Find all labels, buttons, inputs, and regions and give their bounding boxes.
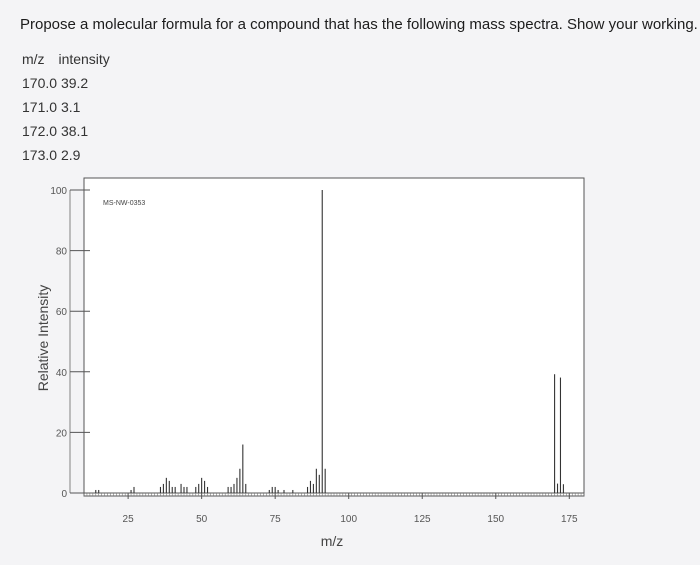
x-tick-label: 125 [414, 514, 431, 525]
table-row: 172.0 38.1 [22, 120, 110, 144]
x-tick-label: 25 [123, 514, 135, 525]
cell-intensity: 38.1 [60, 123, 89, 139]
table-row: 173.0 2.9 [22, 144, 110, 168]
table-header: m/z intensity [22, 48, 110, 72]
y-tick-label: 0 [61, 489, 67, 500]
cell-mz: 172.0 [22, 123, 58, 139]
x-baseline [83, 492, 585, 496]
spectrum-peaks [95, 190, 564, 493]
plot-frame [83, 177, 585, 497]
cell-mz: 171.0 [22, 99, 58, 115]
x-tick-label: 75 [270, 514, 282, 525]
intensity-table: m/z intensity 170.0 39.2 171.0 3.1 172.0… [22, 48, 110, 168]
cell-mz: 173.0 [22, 147, 58, 163]
cell-intensity: 2.9 [60, 147, 81, 163]
y-tick-label: 80 [56, 247, 68, 258]
x-tick-label: 175 [561, 514, 578, 525]
table-row: 170.0 39.2 [22, 72, 110, 96]
x-tick-label: 50 [196, 514, 208, 525]
chart-annotation: MS-NW-0353 [103, 200, 145, 207]
cell-intensity: 3.1 [60, 99, 81, 115]
y-axis-label: Relative Intensity [35, 285, 51, 392]
y-tick-label: 100 [50, 186, 67, 197]
cell-intensity: 39.2 [60, 75, 89, 91]
y-tick-label: 20 [56, 428, 68, 439]
y-tick-label: 40 [56, 368, 68, 379]
cell-mz: 170.0 [22, 75, 58, 91]
x-tick-label: 100 [340, 514, 357, 525]
y-axis-ticks: 0 20 40 60 80 100 [50, 186, 90, 500]
table-row: 171.0 3.1 [22, 96, 110, 120]
mass-spectrum-chart: MS-NW-0353 25 50 75 100 125 150 175 0 20 40 60 80 1… [35, 177, 585, 549]
y-tick-label: 60 [56, 307, 68, 318]
x-tick-label: 150 [487, 514, 504, 525]
header-mz: m/z [22, 51, 45, 67]
x-axis-ticks: 25 50 75 100 125 150 175 [123, 493, 578, 525]
header-intensity: intensity [58, 51, 110, 67]
question-text: Propose a molecular formula for a compou… [20, 16, 698, 33]
x-axis-label: m/z [321, 533, 344, 549]
